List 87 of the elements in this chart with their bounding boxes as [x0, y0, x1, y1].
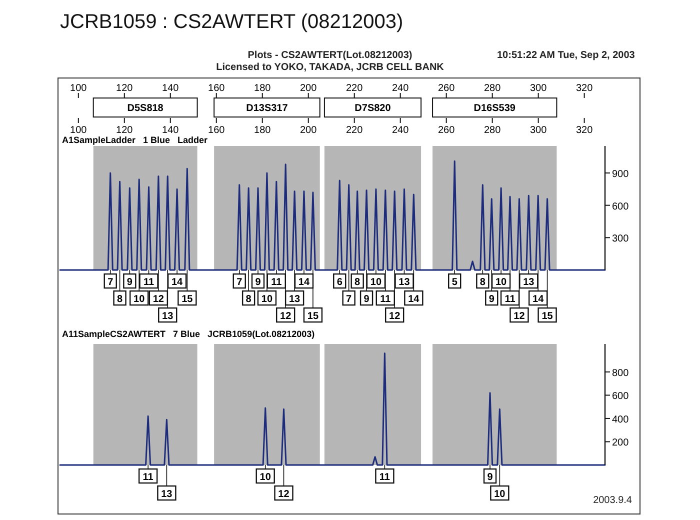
x2-tick-label: 240 — [392, 83, 410, 94]
annotation: 8 — [117, 294, 124, 305]
y-tick-label: 400 — [612, 414, 630, 426]
x-tick-label: 140 — [162, 125, 180, 136]
annotation: 14 — [298, 277, 310, 288]
annotation: 11 — [143, 277, 154, 288]
x2-tick-label: 220 — [346, 83, 364, 94]
annotation: 9 — [488, 294, 495, 305]
x-tick-label: 220 — [346, 125, 364, 136]
annotation: 14 — [532, 294, 544, 305]
chart-subtitle: A1SampleLadder 1 Blue Ladder — [62, 135, 208, 145]
x-tick-label: 320 — [576, 125, 594, 136]
annotation: 9 — [255, 277, 262, 288]
x2-tick-label: 140 — [162, 83, 180, 94]
annotation: 6 — [336, 277, 343, 288]
band-label: D7S820 — [354, 103, 392, 114]
x-tick-label: 200 — [300, 125, 318, 136]
y-tick-label: 600 — [612, 201, 630, 212]
annotation: 10 — [134, 294, 146, 305]
x2-tick-label: 280 — [484, 83, 502, 94]
x-tick-label: 100 — [70, 125, 88, 136]
band-label: D16S539 — [474, 103, 516, 114]
annotation: 8 — [354, 277, 361, 288]
annotation: 14 — [171, 277, 184, 288]
x2-tick-label: 160 — [208, 83, 226, 94]
annotation: 14 — [408, 294, 420, 305]
annotation: 12 — [152, 294, 164, 305]
y-tick-label: 300 — [612, 234, 630, 245]
annotation: 7 — [236, 277, 243, 288]
annotation: 12 — [280, 311, 292, 322]
annotation: 12 — [514, 311, 526, 322]
annotation: 9 — [126, 277, 133, 288]
annotation: 7 — [346, 294, 352, 305]
annotation: 8 — [480, 277, 486, 288]
annotation: 10 — [370, 277, 382, 288]
x-tick-label: 180 — [254, 125, 272, 136]
text: 10:51:22 AM Tue, Sep 2, 2003 — [497, 50, 636, 61]
text: Licensed to YOKO, TAKADA, JCRB CELL BANK — [216, 62, 445, 73]
x-tick-label: 240 — [392, 125, 410, 136]
annotation: 10 — [260, 472, 272, 483]
annotation: 15 — [542, 311, 554, 322]
annotation: 13 — [288, 294, 301, 305]
annotation: 15 — [307, 311, 319, 322]
chart-title: JCRB1059 : CS2AWTERT (08212003) — [60, 11, 404, 33]
annotation: 13 — [523, 277, 535, 288]
text: Plots - CS2AWTERT(Lot.08212003) — [248, 50, 412, 61]
annotation: 9 — [487, 472, 494, 483]
x2-tick-label: 120 — [116, 83, 134, 94]
x-tick-label: 300 — [530, 125, 548, 136]
y-tick-label: 900 — [612, 168, 630, 180]
annotation: 11 — [380, 294, 392, 305]
annotation: 13 — [162, 311, 174, 322]
annotation: 10 — [261, 294, 273, 305]
annotation: 5 — [452, 277, 458, 288]
x2-tick-label: 200 — [300, 83, 318, 94]
y-tick-label: 600 — [612, 391, 630, 402]
annotation: 10 — [495, 277, 508, 288]
annotation: 11 — [379, 472, 390, 483]
x2-tick-label: 180 — [254, 83, 272, 94]
x-tick-label: 260 — [438, 125, 456, 136]
annotation: 11 — [504, 294, 516, 305]
annotation: 7 — [108, 277, 114, 288]
band-label: D5S818 — [127, 103, 164, 114]
x2-tick-label: 260 — [438, 83, 456, 94]
x-tick-label: 120 — [116, 125, 134, 136]
annotation: 15 — [182, 294, 194, 305]
line-series — [59, 352, 606, 466]
x2-tick-label: 320 — [576, 83, 594, 94]
annotation: 13 — [161, 489, 173, 500]
band-label: D13S317 — [246, 103, 288, 114]
annotation: 11 — [142, 472, 154, 483]
chart-subtitle: A11SampleCS2AWTERT 7 Blue JCRB1059(Lot.08212003) — [62, 329, 315, 339]
x2-tick-label: 100 — [70, 83, 88, 94]
y-tick-label: 800 — [612, 368, 630, 379]
line-series — [59, 160, 606, 271]
x-tick-label: 160 — [208, 125, 226, 136]
y-tick-label: 200 — [612, 438, 630, 449]
annotation: 11 — [271, 277, 282, 288]
annotation: 10 — [494, 489, 506, 500]
x-tick-label: 280 — [484, 125, 502, 136]
annotation: 13 — [398, 277, 410, 288]
text: 2003.9.4 — [593, 495, 632, 506]
annotation: 12 — [278, 489, 290, 500]
annotation: 8 — [246, 294, 252, 305]
annotation: 12 — [389, 311, 401, 322]
x2-tick-label: 300 — [530, 83, 548, 94]
annotation: 9 — [364, 294, 370, 305]
